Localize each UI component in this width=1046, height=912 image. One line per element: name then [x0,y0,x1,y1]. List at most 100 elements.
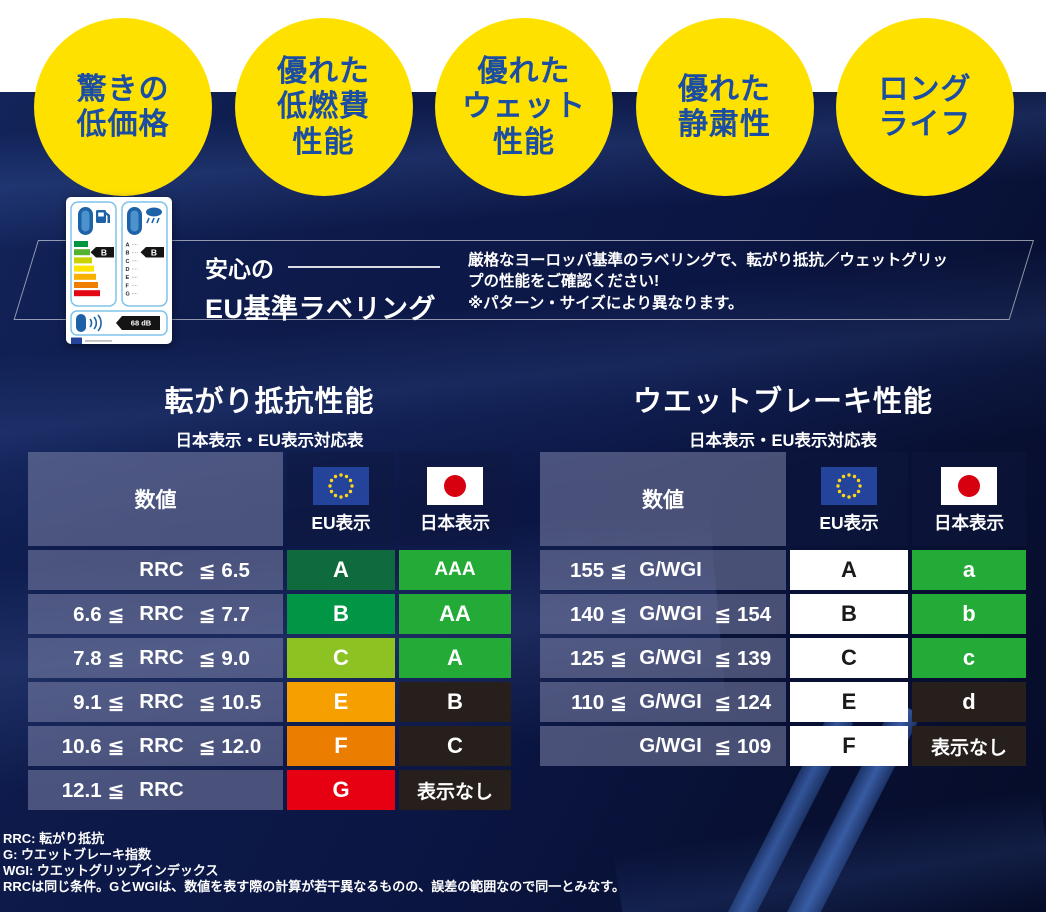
column-header-eu: EU表示 [287,452,395,546]
value-part: ≦ 109 [714,734,772,758]
eu-grade-cell: A [287,550,395,590]
table-row: 9.1 ≦ RRC ≦ 10.5 E B [28,682,511,722]
svg-text:A: A [126,242,130,248]
value-range-cell: 6.6 ≦ RRC ≦ 7.7 [28,594,283,634]
feature-badge-low-price: 驚きの 低価格 [34,18,212,196]
badge-label: 優れた ウェット 性能 [462,54,586,159]
japan-grade-cell: AA [399,594,511,634]
eu-grade-cell: C [287,638,395,678]
table-subtitle: 日本表示・EU表示対応表 [175,432,364,450]
value-part: 125 ≦ [569,646,628,670]
svg-text:G: G [126,292,130,298]
table-row: 7.8 ≦ RRC ≦ 9.0 C A [28,638,511,678]
svg-text:B: B [126,251,130,257]
eu-flag-mini-icon [71,337,112,344]
badge-label: 驚きの 低価格 [76,72,170,141]
value-part: 9.1 ≦ [73,690,125,714]
value-range-cell: 140 ≦ G/WGI ≦ 154 [540,594,786,634]
eu-grade-cell: C [790,638,908,678]
wet-grip-rating-value: B [151,248,157,258]
value-range-cell: 9.1 ≦ RRC ≦ 10.5 [28,682,283,722]
eu-grade-cell: F [790,726,908,766]
feature-badge-long-life: ロング ライフ [836,18,1014,196]
japan-flag-icon [941,467,997,505]
value-part: 110 ≦ [571,690,628,714]
value-part: G/WGI [639,734,702,757]
table-row: 6.6 ≦ RRC ≦ 7.7 B AA [28,594,511,634]
table-row: RRC ≦ 6.5 A AAA [28,550,511,590]
japan-grade-cell: 表示なし [912,726,1026,766]
value-part: ≦ 124 [714,690,772,714]
table-subtitle: 日本表示・EU表示対応表 [689,432,877,450]
feature-badges: 驚きの 低価格 優れた 低燃費 性能 優れた ウェット 性能 優れた 静粛性 ロ… [0,18,1046,196]
eu-grade-cell: B [790,594,908,634]
wet-brake-table: ウエットブレーキ性能 日本表示・EU表示対応表 数値 [540,378,1026,766]
eu-grade-cell: F [287,726,395,766]
japan-grade-cell: b [912,594,1026,634]
feature-badge-wet-performance: 優れた ウェット 性能 [435,18,613,196]
column-header-value: 数値 [28,452,283,546]
column-header-japan: 日本表示 [912,452,1026,546]
eu-flag-icon [313,467,369,505]
value-part: 7.8 ≦ [73,646,125,670]
value-part: 155 ≦ [569,558,628,582]
japan-grade-cell: a [912,550,1026,590]
value-part: RRC [139,602,184,625]
japan-grade-cell: 表示なし [399,770,511,810]
value-part: 6.6 ≦ [73,602,125,626]
japan-grade-cell: C [399,726,511,766]
column-header-eu-label: EU表示 [819,513,879,533]
value-part: 12.1 ≦ [61,778,125,802]
japan-flag-icon [427,467,483,505]
fuel-rating-value: B [101,248,107,258]
column-header-eu: EU表示 [790,452,908,546]
column-header-japan-label: 日本表示 [420,513,490,533]
japan-grade-cell: A [399,638,511,678]
japan-grade-cell: c [912,638,1026,678]
eu-section-description: 厳格なヨーロッパ基準のラベリングで、転がり抵抗／ウェットグリッ プの性能をご確認… [468,252,948,312]
value-part: RRC [139,690,184,713]
badge-label: ロング ライフ [878,72,972,141]
table-row: 10.6 ≦ RRC ≦ 12.0 F C [28,726,511,766]
table-rows: RRC ≦ 6.5 A AAA 6.6 ≦ RRC ≦ 7.7 B AA 7.8 ≦ RRC ≦ 9.… [28,550,511,810]
value-part: G/WGI [639,602,702,625]
eu-grade-cell: E [287,682,395,722]
badge-label: 優れた 静粛性 [678,72,771,141]
japan-grade-cell: B [399,682,511,722]
heading-line1: 安心の [205,256,274,282]
table-title: ウエットブレーキ性能 [632,386,933,418]
column-header-value: 数値 [540,452,786,546]
table-row: 12.1 ≦ RRC G 表示なし [28,770,511,810]
value-part: RRC [139,558,184,581]
value-range-cell: 155 ≦ G/WGI [540,550,786,590]
feature-badge-quietness: 優れた 静粛性 [635,18,814,196]
noise-rating-value: 68 dB [131,319,152,328]
value-part: ≦ 9.0 [198,646,250,670]
rolling-resistance-table: 転がり抵抗性能 日本表示・EU表示対応表 数値 [28,378,511,810]
eu-flag-icon [821,467,877,505]
value-range-cell: 110 ≦ G/WGI ≦ 124 [540,682,786,722]
column-header-japan-label: 日本表示 [934,513,1004,533]
svg-text:E: E [126,275,130,281]
value-part: RRC [139,778,184,801]
eu-grade-cell: G [287,770,395,810]
svg-text:D: D [126,267,130,273]
table-header-row: 数値 EU表示 [28,452,511,546]
value-range-cell: 7.8 ≦ RRC ≦ 9.0 [28,638,283,678]
eu-section-heading: 安心の EU基準ラベリング [205,250,440,326]
feature-badge-fuel-economy: 優れた 低燃費 性能 [234,18,413,196]
value-part: RRC [139,734,184,757]
background-streak [613,787,1046,912]
eu-grade-cell: A [790,550,908,590]
table-row: G/WGI ≦ 109 F 表示なし [540,726,1026,766]
value-range-cell: RRC ≦ 6.5 [28,550,283,590]
value-part: ≦ 7.7 [198,602,250,626]
column-header-japan: 日本表示 [399,452,511,546]
value-part: 140 ≦ [569,602,628,626]
